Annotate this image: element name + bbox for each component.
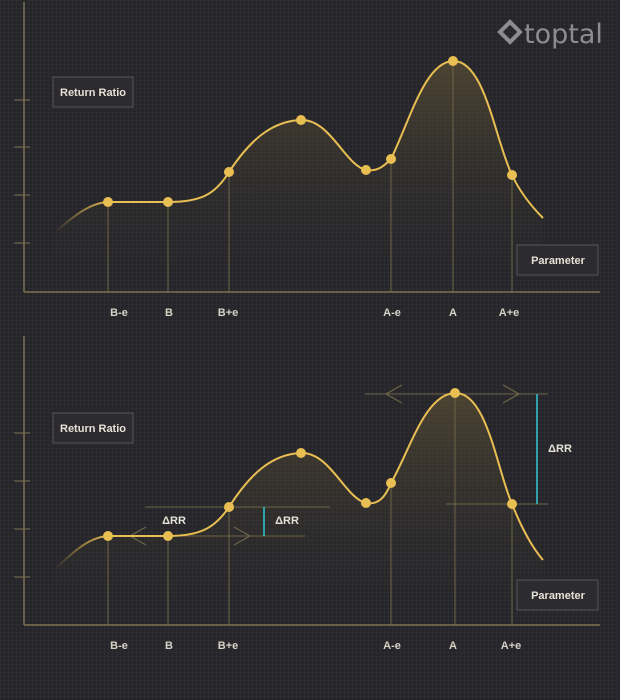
point-a-plus-e: [507, 170, 517, 180]
tick-label: A-e: [383, 640, 401, 652]
y-tick-marks: [14, 432, 30, 578]
x-label-box: Parameter: [516, 579, 599, 611]
point-b-minus-e: [103, 531, 113, 541]
y-label-box: Return Ratio: [52, 412, 134, 444]
return-ratio-curve: [108, 391, 544, 561]
point-b: [163, 197, 173, 207]
curve-fill: [55, 60, 543, 293]
logo-text: toptal: [524, 19, 603, 50]
guide-lines: [107, 393, 513, 625]
x-label-box: Parameter: [516, 244, 599, 276]
x-tick-labels: B-e B B+e A-e A A+e: [110, 307, 519, 319]
delta-markers: [263, 394, 538, 536]
point-valley: [361, 165, 371, 175]
point-b-plus-e: [224, 502, 234, 512]
point-b-minus-e: [103, 197, 113, 207]
point-a-plus-e: [507, 499, 517, 509]
curve-points: [103, 56, 517, 207]
point-a-minus-e: [386, 478, 396, 488]
tick-label: A-e: [383, 307, 401, 319]
curve-fill: [55, 392, 543, 625]
point-b-plus-e: [224, 167, 234, 177]
y-label-box: Return Ratio: [52, 76, 134, 108]
delta-rr-peak-label: ΔRR: [548, 443, 572, 455]
tick-label: A+e: [501, 640, 522, 652]
point-a-minus-e: [386, 154, 396, 164]
x-label: Parameter: [531, 255, 586, 267]
tick-label: B: [165, 307, 173, 319]
toptal-logo-icon: [497, 19, 523, 45]
point-a: [448, 56, 458, 66]
return-ratio-curve: [108, 59, 544, 219]
y-tick-marks: [14, 99, 30, 244]
tick-label: B: [165, 640, 173, 652]
x-tick-labels: B-e B B+e A-e A A+e: [110, 640, 521, 652]
diagram-bottom: ΔRR ΔRR ΔRR Return Ratio Parameter B-e B…: [14, 336, 600, 652]
point-a: [450, 388, 460, 398]
toptal-logo: toptal: [497, 19, 603, 50]
guide-lines: [107, 61, 513, 292]
curve-points: [103, 388, 517, 541]
y-label: Return Ratio: [60, 87, 126, 99]
point-b: [163, 531, 173, 541]
point-valley: [361, 498, 371, 508]
tick-label: A+e: [499, 307, 520, 319]
point-local-peak: [296, 448, 306, 458]
point-local-peak: [296, 115, 306, 125]
delta-rr-left-label: ΔRR: [162, 515, 186, 527]
tick-label: B+e: [218, 307, 239, 319]
tick-label: A: [449, 307, 457, 319]
diagram-top: Return Ratio Parameter B-e B B+e A-e A A…: [14, 2, 600, 319]
x-label: Parameter: [531, 590, 586, 602]
tick-label: B-e: [110, 307, 128, 319]
y-label: Return Ratio: [60, 423, 126, 435]
tick-label: B-e: [110, 640, 128, 652]
delta-rr-mid-label: ΔRR: [275, 515, 299, 527]
tick-label: A: [449, 640, 457, 652]
tick-label: B+e: [218, 640, 239, 652]
